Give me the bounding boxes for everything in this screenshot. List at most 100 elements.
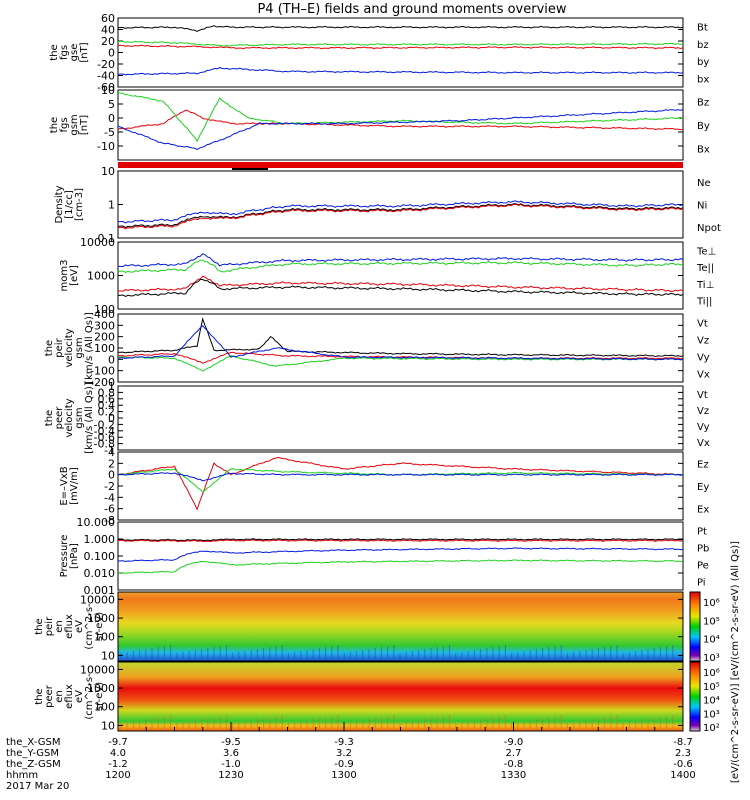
legend-entry: Vz	[697, 406, 709, 417]
series-Vt	[117, 317, 684, 358]
y-axis-label: (cm^2-s-	[84, 603, 95, 650]
legend-entry: Vx	[697, 370, 710, 381]
legend-entry: Vy	[697, 422, 710, 433]
y-tick-label: 0.100	[84, 550, 116, 563]
colorbar-tick-label: 10⁵	[703, 616, 720, 627]
y-tick-label: 1000	[87, 612, 115, 625]
x-row-label: hhmm	[6, 770, 38, 781]
x-row-value: -0.6	[673, 759, 693, 770]
y-axis-label: [cm-3]	[74, 188, 85, 221]
colorbar-tick-label: 10³	[703, 653, 720, 664]
panel-pressure: 10.000 1.000 0.100 0.010 0.001 Pressure [nPa] P…	[59, 516, 709, 597]
y-axis-label: [1/cc]	[64, 190, 75, 219]
panel-density: 10 1 0.1 Density [1/cc] [cm-3] Ne Ni Npot	[54, 165, 721, 245]
spectrogram-peir-spectrogram	[118, 592, 683, 661]
legend-entry: Vx	[697, 438, 710, 449]
y-axis-label: peir	[54, 337, 65, 357]
y-axis-label: gse	[69, 44, 80, 62]
colorbar-tick-label: 10⁴	[703, 635, 720, 646]
y-axis-label: fgs	[59, 117, 70, 132]
y-tick-label: 0.010	[84, 567, 116, 580]
panel-frame	[117, 89, 684, 161]
y-tick-label: -6	[104, 503, 115, 516]
y-tick-label: -2	[104, 480, 115, 493]
y-axis-label: Pressure	[59, 535, 70, 578]
y-tick-label: -8	[104, 514, 115, 527]
y-axis-label: sr-eV)	[94, 612, 105, 641]
y-axis-label: [nPa]	[69, 543, 80, 569]
y-axis-label: Density	[54, 185, 65, 223]
colorbar-tick-label: 10²	[703, 723, 720, 734]
x-row-value: -0.8	[504, 759, 524, 770]
x-row-value: -0.9	[334, 759, 354, 770]
series-Npot	[117, 200, 684, 224]
legend-entry: Ne	[697, 178, 711, 189]
x-row-value: 2.7	[506, 748, 522, 759]
y-tick-label: 10000	[80, 593, 115, 606]
x-row-value: -1.0	[221, 759, 241, 770]
y-axis-label: mom3	[59, 260, 70, 292]
colorbar-label: [eV/(cm^2-s-sr-eV)] [eV/(cm^2-s-sr-eV) (…	[730, 541, 741, 783]
series-by	[117, 40, 684, 47]
y-tick-label: 1	[108, 199, 115, 212]
y-tick-label: -5	[104, 126, 115, 139]
panel-frame	[117, 591, 684, 662]
series-bz	[117, 44, 684, 50]
y-axis-label: gsm	[69, 114, 80, 135]
y-tick-label: -0.8	[94, 438, 115, 451]
y-axis-label: gsm	[74, 337, 85, 358]
colorbar-tick-label: 10⁶	[703, 668, 720, 679]
x-row-value: -9.7	[108, 737, 128, 748]
x-row-value: 1300	[331, 770, 356, 781]
y-tick-label: 10000	[80, 663, 115, 676]
y-tick-label: -100	[90, 365, 115, 378]
y-tick-label: 0	[108, 47, 115, 60]
series-By	[117, 92, 684, 143]
y-tick-label: 0	[108, 469, 115, 482]
legend-entry: Pt	[697, 527, 707, 538]
y-axis-label: fgs	[59, 45, 70, 60]
y-tick-label: 10	[101, 165, 115, 178]
y-axis-label: [nT]	[79, 115, 90, 135]
y-axis-label: velocity	[64, 398, 75, 437]
series-Ni	[117, 203, 684, 228]
y-tick-label: 0	[108, 412, 115, 425]
y-tick-label: -10	[97, 140, 115, 153]
y-tick-label: 100	[94, 631, 115, 644]
x-row-value: 4.0	[110, 748, 126, 759]
y-tick-label: 2	[108, 457, 115, 470]
panel-frame	[117, 385, 684, 451]
series-Bt	[117, 25, 684, 32]
y-axis-label: en	[54, 690, 65, 703]
y-axis-label: eV	[74, 620, 85, 633]
y-tick-label: 100	[94, 342, 115, 355]
y-axis-label: [mV/m]	[69, 467, 80, 505]
series-bx	[117, 67, 684, 76]
panel-frame	[117, 17, 684, 88]
series-Bz	[117, 109, 684, 131]
x-row-value: 1330	[501, 770, 526, 781]
y-tick-label: 100	[94, 303, 115, 316]
y-axis-label: peer	[44, 684, 55, 708]
series-Ex	[117, 472, 684, 482]
series-Pt	[117, 538, 684, 542]
x-row-value: 3.6	[223, 748, 239, 759]
colorbar-tick-label: 10⁵	[703, 682, 720, 693]
panel-temperature: 10000 1000 100 mom3 [eV] Te⊥ Te|| Ti⊥ Ti||	[59, 236, 716, 316]
y-tick-label: 10	[101, 719, 115, 732]
y-tick-label: 0.2	[98, 406, 116, 419]
legend-entry: Ey	[697, 482, 709, 493]
y-axis-label: eflux	[64, 684, 75, 709]
y-axis-label: eV	[74, 690, 85, 703]
y-tick-label: -60	[97, 81, 115, 94]
legend-entry: By	[697, 121, 710, 132]
y-tick-label: -40	[97, 70, 115, 83]
legend-entry: Ni	[697, 201, 707, 212]
legend-entry: Bt	[697, 23, 708, 34]
y-tick-label: 200	[94, 331, 115, 344]
y-tick-label: -20	[97, 58, 115, 71]
series-Ti||	[117, 259, 684, 273]
